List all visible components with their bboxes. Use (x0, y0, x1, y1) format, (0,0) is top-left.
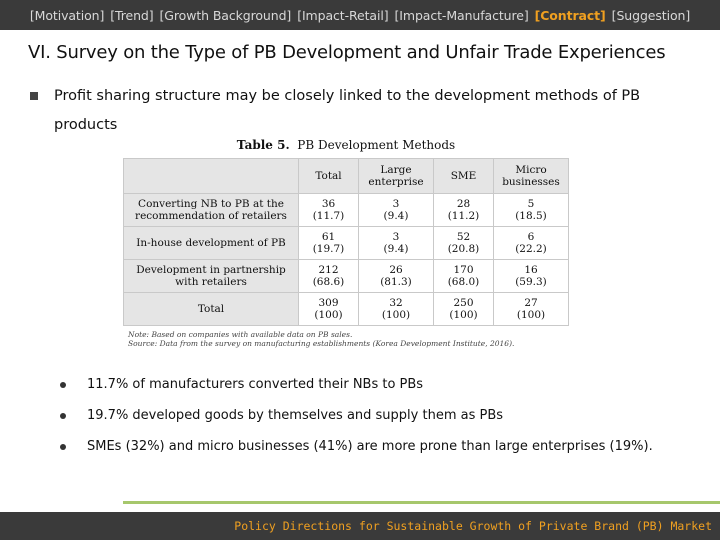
table-cell: 6 (22.2) (493, 226, 569, 260)
table-row: In-house development of PB 61 (19.7) 3 (9.… (123, 226, 569, 260)
dot-bullet-icon (60, 444, 66, 450)
table-note: Note: Based on companies with available … (128, 330, 514, 348)
top-navigation: [Motivation] [Trend] [Growth Background]… (0, 0, 720, 30)
dot-bullet-icon (60, 413, 66, 419)
nav-item-impact-retail[interactable]: [Impact-Retail] (297, 7, 389, 23)
table-cell: 212 (68.6) (298, 259, 359, 293)
table-source-line: Source: Data from the survey on manufact… (128, 339, 515, 348)
header-large-enterprise: Large enterprise (358, 158, 434, 194)
table-note-line: Note: Based on companies with available … (128, 330, 353, 339)
table-cell: 26 (81.3) (358, 259, 434, 293)
header-sme: SME (433, 158, 494, 194)
nav-item-contract[interactable]: [Contract] (534, 7, 606, 23)
row-label: Converting NB to PB at the recommendatio… (123, 193, 299, 227)
table-caption: Table 5. PB Development Methods (123, 138, 569, 152)
slide-title: VI. Survey on the Type of PB Development… (28, 42, 666, 63)
table-cell: 52 (20.8) (433, 226, 494, 260)
footer-divider (123, 501, 720, 504)
square-bullet-icon (30, 92, 38, 100)
row-label: Development in partnership with retailer… (123, 259, 299, 293)
row-label: Total (123, 292, 299, 326)
list-item-text: SMEs (32%) and micro businesses (41%) ar… (87, 439, 653, 454)
table-cell: 28 (11.2) (433, 193, 494, 227)
nav-item-motivation[interactable]: [Motivation] (29, 7, 105, 23)
nav-item-suggestion[interactable]: [Suggestion] (611, 7, 691, 23)
table-cell: 250 (100) (433, 292, 494, 326)
nav-item-growth-background[interactable]: [Growth Background] (159, 7, 292, 23)
header-total: Total (298, 158, 359, 194)
table-row: Converting NB to PB at the recommendatio… (123, 193, 569, 227)
header-micro-businesses: Micro businesses (493, 158, 569, 194)
list-item-text: 11.7% of manufacturers converted their N… (87, 377, 424, 392)
table-cell: 16 (59.3) (493, 259, 569, 293)
table-row: Development in partnership with retailer… (123, 259, 569, 293)
table-cell: 61 (19.7) (298, 226, 359, 260)
pb-development-table: Total Large enterprise SME Micro busines… (123, 158, 569, 326)
table-caption-number: Table 5. (236, 138, 290, 152)
table-cell: 27 (100) (493, 292, 569, 326)
main-bullet-text: Profit sharing structure may be closely … (54, 88, 641, 133)
table-cell: 309 (100) (298, 292, 359, 326)
list-item-text: 19.7% developed goods by themselves and … (87, 408, 504, 423)
table-cell: 3 (9.4) (358, 226, 434, 260)
nav-item-impact-manufacture[interactable]: [Impact-Manufacture] (394, 7, 529, 23)
table-header-row: Total Large enterprise SME Micro busines… (123, 158, 569, 194)
table-cell: 3 (9.4) (358, 193, 434, 227)
table-row-total: Total 309 (100) 32 (100) 250 (100) 27 (100) (123, 292, 569, 326)
footer-bar: Policy Directions for Sustainable Growth… (0, 512, 720, 540)
dot-bullet-icon (60, 382, 66, 388)
table-caption-title: PB Development Methods (297, 138, 456, 152)
row-label: In-house development of PB (123, 226, 299, 260)
footer-title: Policy Directions for Sustainable Growth… (234, 519, 712, 533)
table-cell: 32 (100) (358, 292, 434, 326)
table-cell: 170 (68.0) (433, 259, 494, 293)
table-cell: 36 (11.7) (298, 193, 359, 227)
header-blank (123, 158, 299, 194)
table-cell: 5 (18.5) (493, 193, 569, 227)
nav-item-trend[interactable]: [Trend] (110, 7, 154, 23)
